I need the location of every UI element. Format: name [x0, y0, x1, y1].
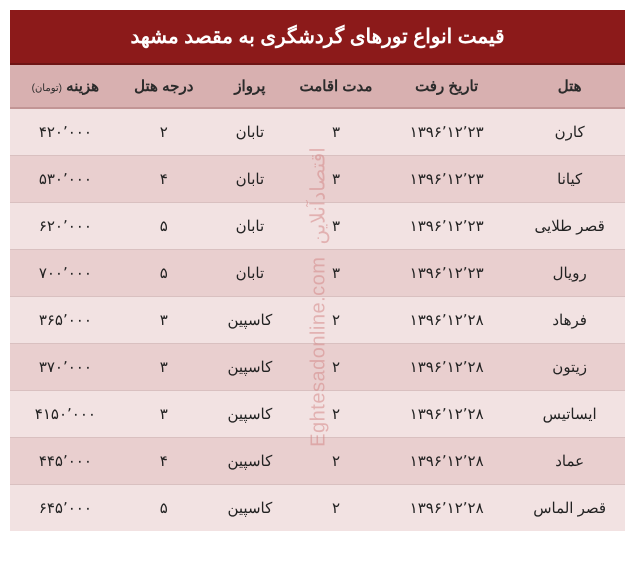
cell-hotel: فرهاد: [514, 297, 625, 344]
tour-price-table-container: قیمت انواع تورهای گردشگری به مقصد مشهد ه…: [10, 10, 625, 531]
table-row: عماد۱۳۹۶٬۱۲٬۲۸۲کاسپین۴۴۴۵٬۰۰۰: [10, 438, 625, 485]
cell-grade: ۴: [121, 156, 207, 203]
cell-date: ۱۳۹۶٬۱۲٬۲۳: [379, 108, 514, 156]
cell-grade: ۳: [121, 391, 207, 438]
cell-stay: ۳: [293, 203, 379, 250]
cell-flight: کاسپین: [207, 391, 293, 438]
cell-price: ۶۴۵٬۰۰۰: [10, 485, 121, 532]
cell-price: ۴۴۵٬۰۰۰: [10, 438, 121, 485]
cell-stay: ۲: [293, 344, 379, 391]
cell-stay: ۳: [293, 108, 379, 156]
table-row: فرهاد۱۳۹۶٬۱۲٬۲۸۲کاسپین۳۳۶۵٬۰۰۰: [10, 297, 625, 344]
table-row: قصر طلایی۱۳۹۶٬۱۲٬۲۳۳تابان۵۶۲۰٬۰۰۰: [10, 203, 625, 250]
cell-price: ۳۷۰٬۰۰۰: [10, 344, 121, 391]
cell-date: ۱۳۹۶٬۱۲٬۲۳: [379, 250, 514, 297]
col-price-label: هزینه: [66, 78, 99, 95]
cell-grade: ۵: [121, 485, 207, 532]
cell-grade: ۳: [121, 344, 207, 391]
cell-flight: تابان: [207, 250, 293, 297]
cell-stay: ۲: [293, 438, 379, 485]
cell-date: ۱۳۹۶٬۱۲٬۲۸: [379, 391, 514, 438]
col-stay: مدت اقامت: [293, 65, 379, 108]
col-flight: پرواز: [207, 65, 293, 108]
cell-date: ۱۳۹۶٬۱۲٬۲۸: [379, 297, 514, 344]
cell-price: ۶۲۰٬۰۰۰: [10, 203, 121, 250]
cell-hotel: زیتون: [514, 344, 625, 391]
table-row: کارن۱۳۹۶٬۱۲٬۲۳۳تابان۲۴۲۰٬۰۰۰: [10, 108, 625, 156]
table-row: ایساتیس۱۳۹۶٬۱۲٬۲۸۲کاسپین۳۴۱۵۰٬۰۰۰: [10, 391, 625, 438]
col-hotel: هتل: [514, 65, 625, 108]
cell-grade: ۴: [121, 438, 207, 485]
cell-flight: تابان: [207, 156, 293, 203]
table-row: رویال۱۳۹۶٬۱۲٬۲۳۳تابان۵۷۰۰٬۰۰۰: [10, 250, 625, 297]
cell-hotel: ایساتیس: [514, 391, 625, 438]
col-grade: درجه هتل: [121, 65, 207, 108]
cell-hotel: رویال: [514, 250, 625, 297]
cell-flight: کاسپین: [207, 485, 293, 532]
cell-price: ۴۱۵۰٬۰۰۰: [10, 391, 121, 438]
cell-hotel: قصر الماس: [514, 485, 625, 532]
cell-flight: کاسپین: [207, 344, 293, 391]
cell-stay: ۳: [293, 250, 379, 297]
col-date: تاریخ رفت: [379, 65, 514, 108]
table-row: زیتون۱۳۹۶٬۱۲٬۲۸۲کاسپین۳۳۷۰٬۰۰۰: [10, 344, 625, 391]
cell-flight: تابان: [207, 203, 293, 250]
cell-price: ۳۶۵٬۰۰۰: [10, 297, 121, 344]
cell-flight: کاسپین: [207, 438, 293, 485]
table-row: کیانا۱۳۹۶٬۱۲٬۲۳۳تابان۴۵۳۰٬۰۰۰: [10, 156, 625, 203]
cell-flight: کاسپین: [207, 297, 293, 344]
cell-flight: تابان: [207, 108, 293, 156]
cell-grade: ۳: [121, 297, 207, 344]
page-title: قیمت انواع تورهای گردشگری به مقصد مشهد: [10, 10, 625, 65]
cell-date: ۱۳۹۶٬۱۲٬۲۳: [379, 203, 514, 250]
cell-grade: ۵: [121, 203, 207, 250]
cell-grade: ۲: [121, 108, 207, 156]
cell-stay: ۳: [293, 156, 379, 203]
cell-date: ۱۳۹۶٬۱۲٬۲۳: [379, 156, 514, 203]
cell-date: ۱۳۹۶٬۱۲٬۲۸: [379, 438, 514, 485]
col-price-unit: (تومان): [32, 83, 62, 94]
cell-stay: ۲: [293, 485, 379, 532]
cell-date: ۱۳۹۶٬۱۲٬۲۸: [379, 485, 514, 532]
cell-price: ۵۳۰٬۰۰۰: [10, 156, 121, 203]
table-body: کارن۱۳۹۶٬۱۲٬۲۳۳تابان۲۴۲۰٬۰۰۰کیانا۱۳۹۶٬۱۲…: [10, 108, 625, 531]
cell-date: ۱۳۹۶٬۱۲٬۲۸: [379, 344, 514, 391]
cell-hotel: قصر طلایی: [514, 203, 625, 250]
table-header-row: هتل تاریخ رفت مدت اقامت پرواز درجه هتل ه…: [10, 65, 625, 108]
cell-hotel: عماد: [514, 438, 625, 485]
cell-hotel: کارن: [514, 108, 625, 156]
col-price: هزینه (تومان): [10, 65, 121, 108]
cell-price: ۷۰۰٬۰۰۰: [10, 250, 121, 297]
table-row: قصر الماس۱۳۹۶٬۱۲٬۲۸۲کاسپین۵۶۴۵٬۰۰۰: [10, 485, 625, 532]
cell-hotel: کیانا: [514, 156, 625, 203]
cell-stay: ۲: [293, 297, 379, 344]
cell-price: ۴۲۰٬۰۰۰: [10, 108, 121, 156]
price-table: هتل تاریخ رفت مدت اقامت پرواز درجه هتل ه…: [10, 65, 625, 531]
cell-grade: ۵: [121, 250, 207, 297]
cell-stay: ۲: [293, 391, 379, 438]
